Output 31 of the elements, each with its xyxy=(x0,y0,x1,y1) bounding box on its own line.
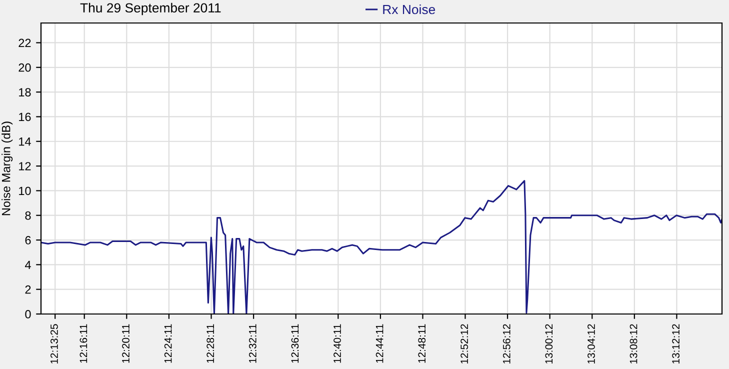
x-tick-label: 13:00:12 xyxy=(545,324,553,364)
y-tick-label: 14 xyxy=(19,138,31,146)
y-tick-label: 4 xyxy=(24,260,31,269)
chart-title: Thu 29 September 2011 xyxy=(80,2,221,16)
x-tick-label: 12:56:12 xyxy=(502,324,510,364)
x-tick-label: 13:08:12 xyxy=(630,324,638,364)
y-tick-label: 22 xyxy=(18,38,31,48)
y-tick-label: 20 xyxy=(18,63,31,72)
x-tick-label: 12:40:11 xyxy=(334,324,341,363)
x-tick-label: 12:44:11 xyxy=(376,324,384,363)
y-axis-title: Noise Margin (dB) xyxy=(2,122,13,216)
x-tick-label: 13:04:12 xyxy=(588,324,595,364)
legend-label: Rx Noise xyxy=(383,4,436,14)
x-tick-label: 12:13:25 xyxy=(50,324,58,364)
x-tick-label: 12:16:11 xyxy=(80,324,88,363)
y-tick-label: 18 xyxy=(19,88,31,96)
x-tick-label: 12:20:11 xyxy=(122,324,130,363)
y-tick-label: 6 xyxy=(25,236,31,244)
x-tick-label: 13:12:12 xyxy=(672,324,680,364)
x-tick-label: 12:52:12 xyxy=(460,324,468,364)
x-tick-label: 12:48:11 xyxy=(418,324,426,363)
x-tick-label: 12:24:11 xyxy=(164,324,172,363)
y-tick-label: 8 xyxy=(25,211,31,220)
y-tick-label: 2 xyxy=(25,285,31,294)
y-tick-label: 0 xyxy=(25,310,31,318)
y-tick-label: 12 xyxy=(19,162,31,170)
x-tick-label: 12:28:11 xyxy=(206,324,214,363)
x-tick-label: 12:36:11 xyxy=(291,324,299,363)
y-tick-label: 16 xyxy=(19,112,31,122)
y-tick-label: 10 xyxy=(19,186,31,196)
x-tick-label: 12:32:11 xyxy=(248,324,256,363)
